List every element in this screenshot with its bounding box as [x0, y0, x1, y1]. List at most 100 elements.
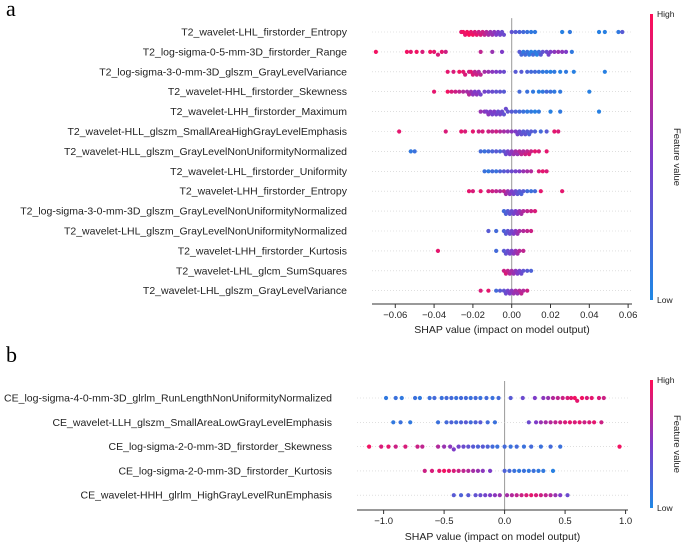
shap-point — [494, 169, 499, 174]
shap-point — [487, 468, 493, 473]
shap-point — [408, 420, 413, 425]
shap-point — [444, 420, 449, 425]
shap-point — [466, 444, 471, 449]
feature-label: CE_wavelet-LLH_glszm_SmallAreaLowGrayLev… — [52, 417, 332, 429]
panel-letter: a — [6, 0, 16, 21]
x-tick-label: −1.0 — [374, 516, 393, 527]
feature-label: T2_log-sigma-3-0-mm-3D_glszm_GrayLevelVa… — [99, 66, 347, 78]
feature-label: T2_wavelet-LHL_glszm_GrayLevelVariance — [143, 285, 347, 297]
shap-point — [517, 228, 522, 234]
shap-point — [596, 29, 602, 35]
shap-point — [422, 468, 427, 473]
shap-point — [532, 209, 538, 214]
shap-point — [569, 49, 574, 55]
shap-point — [524, 493, 529, 498]
x-tick-label: 0.5 — [558, 516, 571, 527]
shap-point — [501, 112, 507, 117]
shap-point — [509, 493, 514, 498]
shap-point — [616, 29, 621, 35]
shap-point — [536, 89, 541, 94]
shap-point — [620, 29, 625, 35]
shap-point — [463, 72, 468, 77]
shap-point — [458, 420, 464, 425]
shap-point — [427, 395, 432, 401]
shap-point — [456, 468, 461, 473]
shap-point — [501, 169, 507, 174]
feature-label: CE_wavelet-HHH_glrlm_HighGrayLevelRunEmp… — [80, 490, 332, 502]
shap-point — [414, 49, 419, 55]
shap-point — [470, 189, 475, 194]
shap-point — [496, 395, 501, 401]
feature-label: T2_wavelet-LHH_firstorder_Kurtosis — [178, 245, 347, 257]
shap-point — [504, 493, 510, 498]
x-tick-label: 0.06 — [619, 310, 638, 321]
shap-point — [478, 109, 483, 114]
shap-point — [565, 395, 570, 401]
shap-point — [494, 228, 499, 234]
shap-point — [497, 149, 503, 154]
shap-point — [458, 493, 464, 498]
shap-point — [486, 228, 491, 234]
shap-point — [461, 468, 466, 473]
shap-point — [497, 89, 503, 94]
feature-row: T2_wavelet-LHH_firstorder_Entropy — [180, 186, 632, 198]
panel-a: a T2_wavelet-LHL_firstorder_Entropy T2_log… — [6, 0, 682, 336]
shap-point — [529, 129, 534, 134]
shap-point — [520, 395, 525, 401]
shap-point — [428, 49, 433, 55]
shap-point — [532, 189, 538, 194]
shap-point — [529, 109, 534, 114]
shap-point — [442, 468, 447, 473]
shap-point — [492, 420, 498, 425]
shap-point — [525, 228, 530, 234]
shap-point — [540, 49, 545, 55]
x-tick-label: 0.0 — [498, 516, 511, 527]
shap-point — [508, 395, 513, 401]
shap-point — [536, 69, 541, 74]
shap-point — [556, 129, 561, 134]
shap-point — [468, 395, 473, 401]
shap-point — [468, 420, 473, 425]
shap-point — [486, 288, 491, 293]
shap-point — [494, 69, 499, 74]
shap-point — [538, 444, 543, 449]
shap-point — [544, 129, 549, 134]
shap-point — [435, 248, 441, 253]
panel-b: b CE_log-sigma-4-0-mm-3D_glrlm_RunLengthN… — [4, 342, 682, 543]
shap-point — [563, 69, 569, 74]
shap-point — [490, 49, 495, 55]
shap-point — [533, 493, 539, 498]
shap-point — [505, 169, 510, 174]
shap-point — [521, 209, 526, 214]
shap-point — [451, 447, 456, 452]
shap-point — [521, 29, 526, 35]
shap-point — [494, 248, 499, 253]
shap-point — [482, 149, 487, 154]
feature-label: T2_log-sigma-3-0-mm-3D_glszm_GrayLevelNo… — [20, 206, 347, 218]
feature-label: T2_wavelet-HLL_glszm_SmallAreaHighGrayLe… — [67, 126, 347, 138]
shap-point — [546, 395, 551, 401]
feature-label: CE_log-sigma-2-0-mm-3D_firstorder_Skewne… — [109, 441, 332, 453]
shap-point — [532, 149, 538, 154]
feature-row: T2_wavelet-LHL_glszm_GrayLevelNonUniform… — [64, 226, 632, 238]
shap-point — [550, 468, 556, 473]
shap-point — [442, 444, 447, 449]
shap-point — [509, 29, 514, 35]
shap-point — [526, 420, 531, 425]
shap-point — [478, 493, 483, 498]
shap-point — [531, 468, 536, 473]
shap-point — [471, 468, 476, 473]
shap-point — [480, 468, 485, 473]
shap-point — [544, 89, 549, 94]
feature-row: CE_log-sigma-2-0-mm-3D_firstorder_Skewne… — [109, 441, 628, 453]
shap-point — [529, 209, 534, 214]
shap-point — [543, 493, 548, 498]
shap-point — [548, 89, 553, 94]
shap-point — [521, 444, 527, 449]
shap-point — [529, 189, 534, 194]
shap-point — [482, 169, 487, 174]
shap-point — [486, 169, 491, 174]
shap-point — [415, 444, 420, 449]
shap-point — [540, 69, 545, 74]
shap-point — [532, 109, 538, 114]
